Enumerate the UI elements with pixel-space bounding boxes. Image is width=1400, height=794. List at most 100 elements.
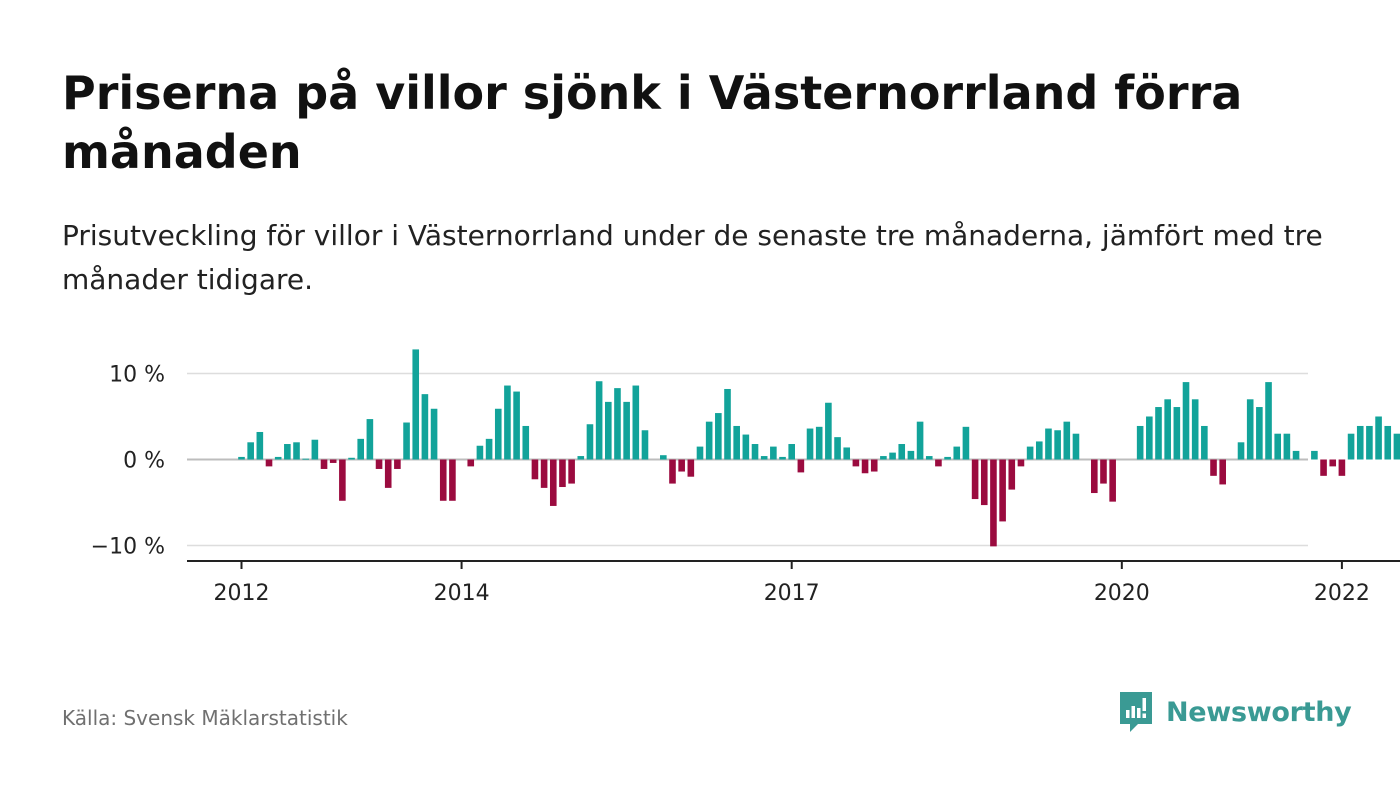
bar — [513, 391, 520, 460]
bar-chart: 10 % 0 % −10 % 2012 2014 2017 2020 2022 −9 % — [91, 349, 1400, 606]
bar — [825, 402, 832, 460]
bar — [779, 456, 786, 460]
bar — [660, 455, 667, 460]
bar — [1265, 382, 1272, 460]
bar — [678, 459, 685, 472]
bar — [733, 425, 740, 460]
bar — [944, 456, 951, 460]
bar — [1338, 459, 1346, 476]
bar — [760, 456, 768, 460]
x-tick-label: 2012 — [214, 581, 270, 606]
bar — [1109, 459, 1116, 502]
bar — [1329, 459, 1337, 467]
bar — [339, 459, 346, 501]
bar — [724, 388, 731, 460]
bar — [990, 459, 997, 547]
bar — [1393, 433, 1400, 460]
x-tick-label: 2017 — [764, 581, 820, 606]
bar — [274, 456, 282, 460]
bar — [889, 452, 896, 460]
bar — [632, 385, 640, 460]
bar — [329, 459, 337, 463]
bar — [1347, 433, 1355, 460]
bar — [357, 438, 365, 460]
last-value-annotation: −9 % — [1308, 560, 1400, 562]
bar — [880, 456, 887, 460]
brand-name: Newsworthy — [1166, 696, 1352, 728]
bar — [751, 444, 759, 460]
bar — [421, 394, 429, 460]
bar — [1063, 421, 1071, 460]
bar — [715, 413, 722, 460]
bar — [1274, 433, 1282, 460]
bar — [1292, 450, 1300, 460]
bar — [1191, 399, 1199, 460]
bar — [641, 430, 649, 460]
y-tick-label: 10 % — [109, 363, 165, 388]
bar — [614, 388, 621, 460]
bar — [577, 456, 585, 460]
y-tick-label: 0 % — [123, 449, 165, 474]
bar — [1054, 430, 1061, 460]
bar — [375, 459, 383, 469]
bar — [504, 385, 511, 460]
newsworthy-logo-icon — [1120, 692, 1152, 732]
chart-title: Priserna på villor sjönk i Västernorrlan… — [62, 66, 1243, 179]
bar — [834, 437, 841, 460]
bar — [806, 428, 814, 460]
bar — [366, 419, 374, 460]
bar — [687, 459, 695, 477]
x-axis: 2012 2014 2017 2020 2022 — [187, 560, 1370, 606]
bar — [1237, 442, 1245, 460]
bar — [1246, 399, 1254, 460]
chart-subtitle: Prisutveckling för villor i Västernorrla… — [62, 219, 1323, 296]
bar — [256, 431, 264, 460]
bar — [430, 408, 438, 460]
bar — [925, 456, 933, 460]
source-note: Källa: Svensk Mäklarstatistik — [62, 706, 348, 730]
bar — [293, 442, 300, 460]
bar — [531, 459, 539, 480]
bar — [1182, 382, 1190, 460]
bar — [935, 459, 942, 467]
bar — [705, 421, 713, 460]
bar — [1173, 407, 1181, 460]
bar — [1256, 407, 1263, 460]
bar — [1210, 459, 1217, 476]
bar — [384, 459, 392, 488]
bar — [247, 442, 254, 460]
bar — [971, 459, 979, 500]
x-tick-label: 2020 — [1094, 581, 1150, 606]
bar — [540, 459, 548, 488]
bar — [320, 459, 328, 469]
bar — [238, 456, 245, 460]
bar — [898, 444, 906, 460]
bar — [962, 426, 970, 460]
bar — [1366, 425, 1373, 460]
bar — [476, 445, 484, 460]
bar — [861, 459, 869, 474]
bar — [1283, 433, 1291, 460]
bar — [412, 349, 420, 460]
bar — [394, 459, 401, 469]
bar — [999, 459, 1006, 522]
bar — [494, 408, 502, 460]
bar — [439, 459, 447, 501]
bar — [403, 422, 410, 460]
bar — [568, 459, 575, 484]
y-tick-label: −10 % — [91, 535, 165, 560]
bar — [1375, 416, 1382, 460]
bar — [907, 450, 915, 460]
bar — [1201, 425, 1208, 460]
newsworthy-brand: Newsworthy — [1118, 690, 1352, 734]
bar — [522, 425, 530, 460]
bar — [1091, 459, 1098, 494]
bar — [1045, 428, 1052, 460]
bar — [669, 459, 676, 484]
bar — [485, 438, 493, 460]
bar — [449, 459, 456, 501]
bar — [953, 446, 961, 460]
bar — [623, 401, 630, 460]
bar — [1311, 450, 1318, 460]
bar — [852, 459, 860, 467]
